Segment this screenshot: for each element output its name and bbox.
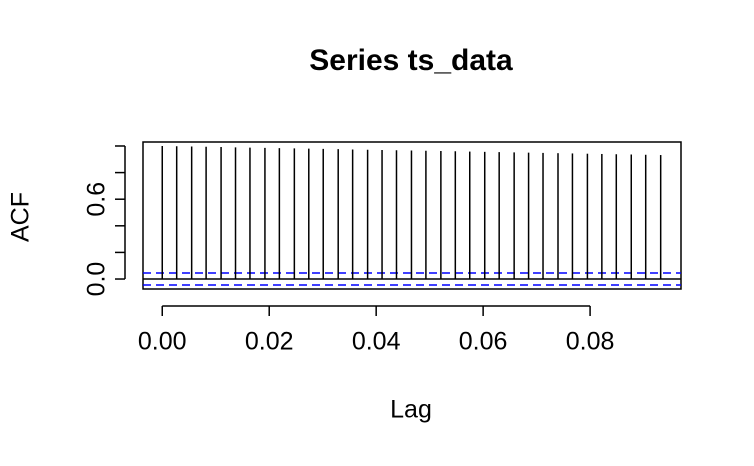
x-axis-label: Lag: [390, 396, 432, 424]
x-tick-label: 0.06: [459, 328, 508, 356]
plot-box: [142, 141, 682, 290]
y-tick-label: 0.6: [83, 182, 111, 217]
y-axis-label: ACF: [7, 192, 35, 242]
x-tick-label: 0.00: [138, 328, 187, 356]
x-tick-label: 0.04: [352, 328, 401, 356]
y-tick-label: 0.0: [83, 262, 111, 297]
chart-title: Series ts_data: [309, 44, 513, 77]
x-tick-label: 0.02: [245, 328, 294, 356]
x-tick-label: 0.08: [566, 328, 615, 356]
